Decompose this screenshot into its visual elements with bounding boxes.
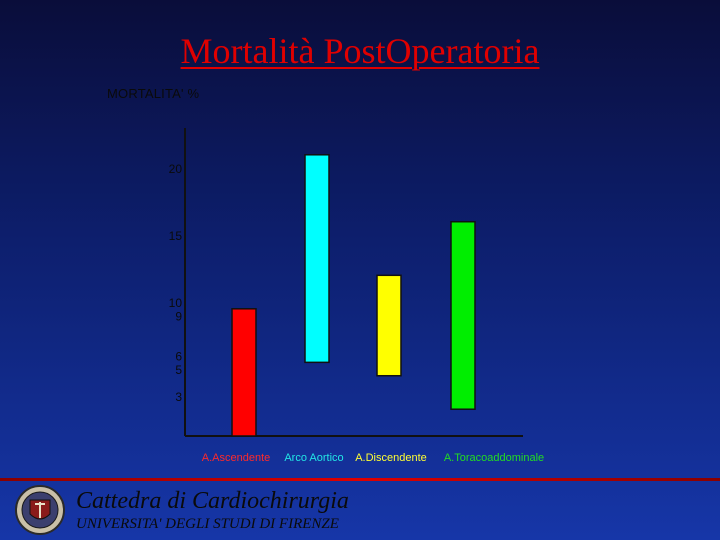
bar-a-toracoaddominale <box>450 220 476 410</box>
university-seal-icon <box>15 485 65 535</box>
y-tick-label: 5 <box>175 363 182 377</box>
x-category-label: Arco Aortico <box>284 452 343 464</box>
bar-a-ascendente <box>231 308 257 437</box>
y-tick-label: 3 <box>175 390 182 404</box>
bar-a-discendente <box>376 274 402 377</box>
slide-title: Mortalità PostOperatoria <box>180 31 540 71</box>
x-category-label: A.Ascendente <box>202 452 271 464</box>
x-category-label: A.Toracoaddominale <box>444 452 544 464</box>
x-category-labels: A.Ascendente Arco Aortico A.Discendente A.T… <box>202 452 544 464</box>
footer-divider <box>0 478 720 481</box>
bar-arco-aortico <box>304 154 330 364</box>
y-tick-label: 10 <box>169 296 183 310</box>
footer-department: Cattedra di Cardiochirurgia <box>76 488 349 514</box>
y-tick-label: 20 <box>169 162 183 176</box>
footer-university: UNIVERSITA' DEGLI STUDI DI FIRENZE <box>76 516 339 532</box>
y-tick-labels: 20 15 109 65 3 <box>169 162 183 404</box>
chart-bars <box>231 154 476 437</box>
y-axis-label: MORTALITA' % <box>107 86 200 101</box>
y-tick-label: 6 <box>175 350 182 364</box>
x-category-label: A.Discendente <box>355 452 427 464</box>
y-tick-label: 9 <box>175 309 182 323</box>
y-tick-label: 15 <box>169 229 183 243</box>
